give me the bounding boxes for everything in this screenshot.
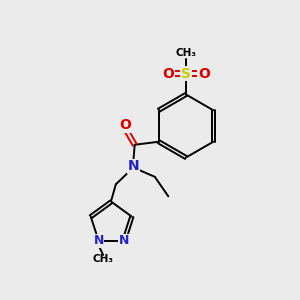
Text: N: N [93,234,104,247]
Text: N: N [128,159,139,173]
Text: O: O [198,67,210,80]
Text: N: N [119,234,129,247]
Text: CH₃: CH₃ [93,254,114,264]
Text: S: S [181,67,191,80]
Text: O: O [119,118,131,132]
Text: O: O [162,67,174,80]
Text: CH₃: CH₃ [176,48,197,59]
